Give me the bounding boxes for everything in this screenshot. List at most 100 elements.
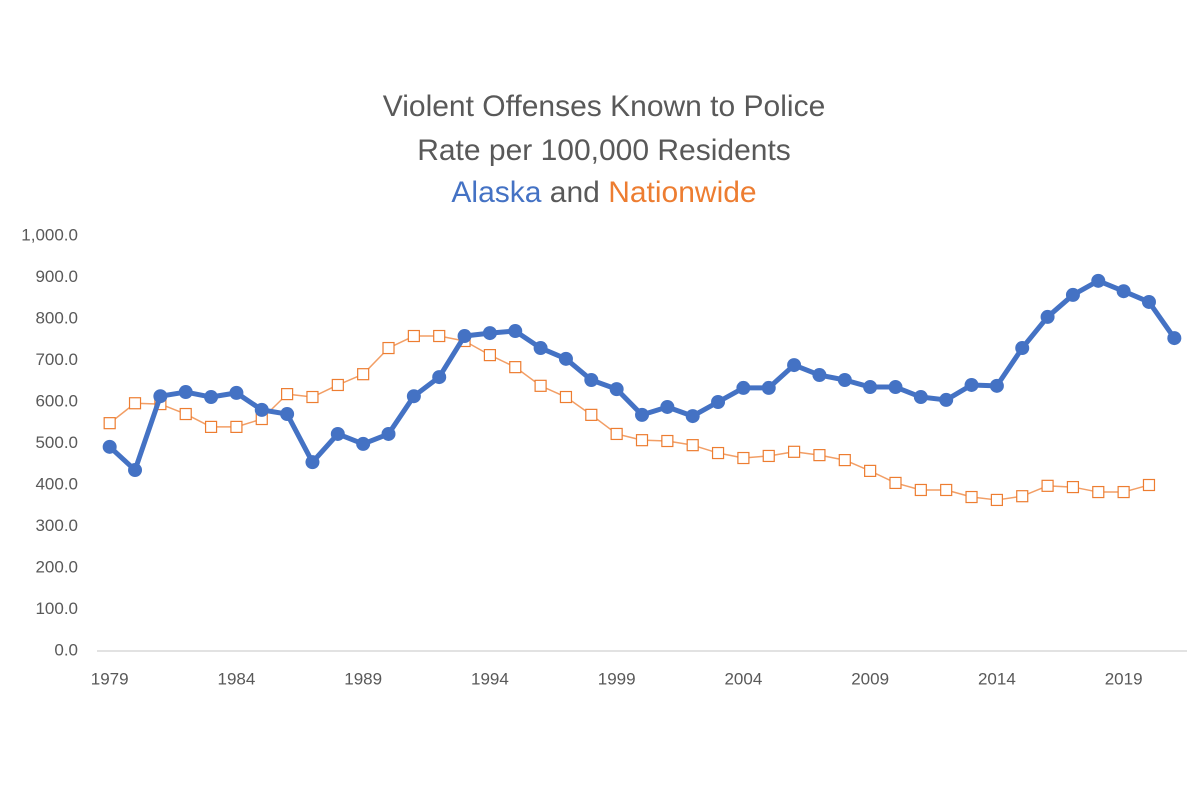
- data-point: [939, 392, 954, 407]
- data-point: [863, 380, 878, 395]
- data-point: [533, 341, 548, 356]
- data-point: [584, 373, 599, 388]
- y-tick-label: 300.0: [35, 516, 78, 535]
- y-tick-label: 200.0: [35, 557, 78, 576]
- data-point: [813, 449, 826, 462]
- data-point: [990, 493, 1003, 507]
- data-point: [281, 388, 294, 401]
- chart-subtitle: Rate per 100,000 Residents: [417, 134, 791, 167]
- data-point: [229, 385, 244, 400]
- data-point: [558, 351, 573, 366]
- data-point: [1040, 309, 1055, 324]
- data-point: [483, 349, 497, 362]
- data-point: [736, 380, 751, 395]
- data-point: [585, 408, 598, 421]
- data-point: [889, 476, 902, 490]
- data-point: [102, 439, 117, 454]
- data-point: [685, 409, 700, 424]
- data-point: [128, 463, 143, 478]
- data-point: [1065, 287, 1080, 302]
- y-tick-label: 800.0: [35, 308, 78, 327]
- data-point: [711, 395, 726, 409]
- x-tick-label: 2004: [724, 669, 762, 688]
- data-point: [432, 370, 447, 385]
- data-point: [357, 368, 370, 381]
- x-tick-label: 1984: [218, 669, 256, 688]
- legend-entry: Nationwide: [608, 176, 756, 209]
- y-tick-label: 400.0: [35, 474, 78, 493]
- data-point: [103, 417, 116, 430]
- legend-entry: Alaska: [451, 176, 541, 209]
- data-point: [837, 373, 852, 388]
- data-point: [1091, 273, 1106, 288]
- data-point: [913, 390, 928, 405]
- data-point: [509, 361, 522, 374]
- data-point: [787, 445, 801, 458]
- data-point: [457, 329, 472, 344]
- legend-line: Alaska and Nationwide: [451, 176, 756, 209]
- data-point: [787, 358, 802, 373]
- y-tick-label: 700.0: [35, 350, 78, 369]
- data-point: [305, 455, 320, 470]
- data-point: [1167, 331, 1182, 346]
- y-tick-label: 1,000.0: [21, 225, 78, 244]
- data-point: [407, 329, 420, 343]
- data-point: [635, 434, 649, 447]
- y-tick-label: 500.0: [35, 433, 78, 452]
- data-point: [838, 454, 851, 467]
- data-point: [204, 420, 218, 433]
- data-point: [230, 420, 243, 433]
- data-point: [1142, 478, 1156, 492]
- data-point: [382, 341, 395, 355]
- data-point: [737, 451, 750, 465]
- data-point: [686, 439, 699, 452]
- data-point: [1015, 341, 1030, 356]
- y-tick-label: 600.0: [35, 391, 78, 410]
- data-point: [914, 483, 927, 497]
- data-point: [1116, 284, 1131, 299]
- x-tick-label: 1989: [344, 669, 382, 688]
- data-point: [711, 446, 725, 460]
- data-point: [1117, 485, 1130, 499]
- data-point: [812, 368, 827, 383]
- x-tick-label: 1999: [598, 669, 636, 688]
- data-point: [330, 426, 345, 441]
- data-point: [381, 426, 396, 441]
- data-point: [433, 329, 446, 343]
- data-point: [610, 427, 623, 441]
- data-point: [534, 379, 547, 392]
- data-point: [178, 385, 193, 400]
- data-point: [1041, 479, 1054, 492]
- x-tick-label: 1994: [471, 669, 509, 688]
- y-tick-label: 900.0: [35, 267, 78, 286]
- data-point: [482, 326, 497, 341]
- data-point: [1016, 490, 1029, 503]
- x-tick-label: 2009: [851, 669, 889, 688]
- data-point: [128, 397, 142, 410]
- data-point: [761, 380, 776, 395]
- data-point: [964, 377, 979, 392]
- x-tick-label: 2014: [978, 669, 1016, 688]
- data-point: [356, 436, 371, 451]
- data-point: [306, 390, 319, 404]
- data-point: [888, 380, 903, 395]
- data-point: [609, 382, 624, 397]
- data-point: [153, 389, 168, 404]
- data-point: [406, 389, 421, 404]
- data-point: [254, 402, 269, 417]
- data-point: [660, 399, 675, 414]
- x-tick-label: 2019: [1105, 669, 1143, 688]
- data-point: [762, 449, 775, 463]
- data-point: [1066, 480, 1080, 494]
- data-point: [661, 434, 674, 448]
- data-point: [1141, 294, 1156, 309]
- data-point: [204, 390, 219, 405]
- data-point: [179, 407, 192, 421]
- data-point: [508, 324, 523, 339]
- y-tick-label: 100.0: [35, 599, 78, 618]
- data-point: [1092, 485, 1105, 499]
- data-point: [940, 483, 953, 497]
- data-point: [331, 378, 344, 392]
